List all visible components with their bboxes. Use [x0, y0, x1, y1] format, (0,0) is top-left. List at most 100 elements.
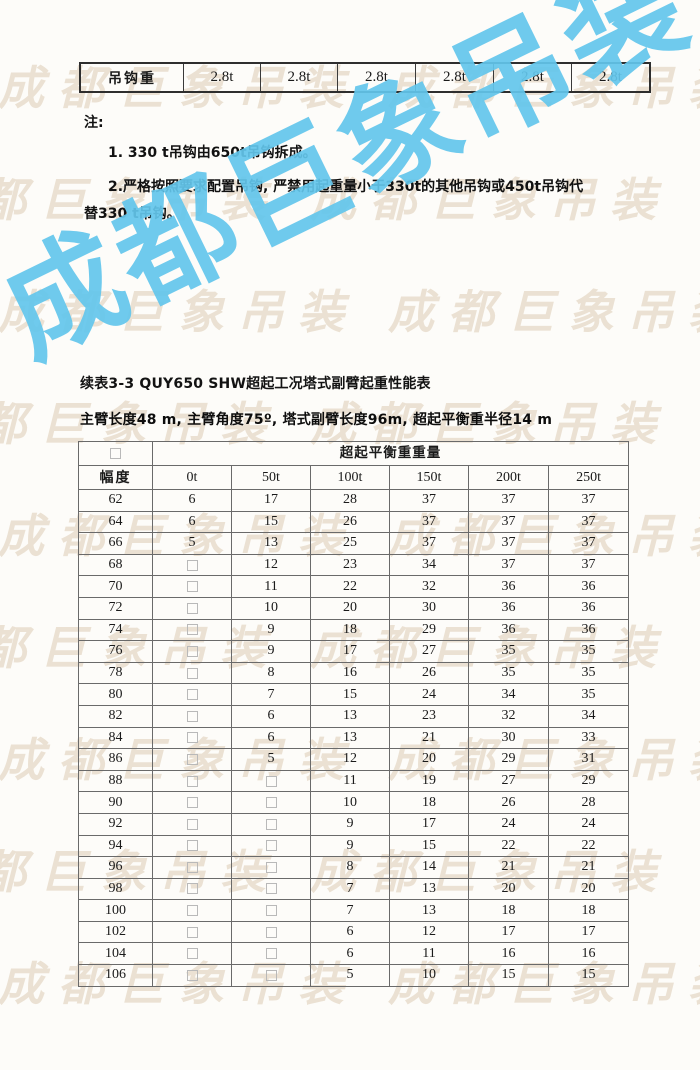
cell-capacity-0t: 5 [152, 532, 232, 555]
cell-capacity-200t: 34 [468, 683, 549, 706]
empty-box-icon [186, 710, 198, 722]
table-row: 64 6 15 26 37 37 37 [78, 510, 630, 534]
cell-capacity-100t: 28 [310, 489, 390, 512]
page-title: 续表3-3 QUY650 SHW超起工况塔式副臂起重性能表 [80, 376, 431, 392]
cell-capacity-250t: 15 [547, 964, 630, 987]
table-row: 94 9 15 22 22 [78, 834, 630, 858]
empty-box-icon [186, 818, 198, 830]
cell-capacity-200t: 37 [468, 532, 549, 555]
cell-capacity-0t [152, 812, 232, 836]
cell-capacity-250t: 37 [547, 489, 630, 512]
table-row: 82 6 13 23 32 34 [78, 704, 630, 728]
cell-capacity-50t: 15 [231, 510, 311, 534]
empty-box-icon [186, 559, 198, 571]
cell-capacity-50t: 8 [231, 661, 311, 685]
cell-capacity-50t: 7 [231, 683, 311, 706]
cell-radius: 96 [78, 856, 153, 879]
cell-capacity-0t [152, 899, 232, 922]
cell-capacity-200t: 36 [468, 596, 549, 620]
cell-capacity-150t: 10 [389, 964, 469, 987]
cell-capacity-100t: 20 [310, 596, 390, 620]
empty-box-icon [186, 667, 198, 679]
cell-capacity-0t [152, 640, 232, 663]
cell-capacity-50t: 11 [231, 575, 311, 598]
cell-capacity-50t [231, 899, 311, 922]
empty-box-icon [186, 645, 198, 657]
cell-capacity-0t [152, 920, 232, 944]
cell-capacity-200t: 24 [468, 812, 549, 836]
cell-capacity-50t [231, 964, 311, 987]
cell-capacity-50t: 9 [231, 640, 311, 663]
cell-capacity-100t: 25 [310, 532, 390, 555]
cell-capacity-150t: 24 [389, 683, 469, 706]
cell-capacity-200t: 37 [468, 489, 549, 512]
hook-weight-table-body: 吊钩重 2.8t 2.8t 2.8t 2.8t 2.8t 2.8t [79, 62, 651, 93]
hook-weight-value: 2.8t [337, 62, 416, 93]
cell-capacity-150t: 34 [389, 553, 469, 577]
cell-capacity-50t: 12 [231, 553, 311, 577]
table-row: 104 6 11 16 16 [78, 942, 630, 966]
empty-box-icon [186, 905, 198, 917]
load-chart-table: 超起平衡重重量 幅度 0t 50t 100t 150t 200t 250t 62… [78, 441, 630, 987]
cell-capacity-100t: 16 [310, 661, 390, 685]
cell-capacity-200t: 36 [468, 575, 549, 598]
cell-capacity-150t: 12 [389, 920, 469, 944]
hook-weight-value: 2.8t [571, 62, 651, 93]
hook-weight-value: 2.8t [415, 62, 494, 93]
cell-capacity-200t: 17 [468, 920, 549, 944]
cell-capacity-0t [152, 748, 232, 771]
cell-capacity-100t: 7 [310, 899, 390, 922]
column-header-50t: 50t [231, 465, 311, 490]
empty-box-icon [265, 969, 277, 981]
empty-box-icon [110, 447, 121, 459]
column-header-100t: 100t [310, 465, 390, 490]
cell-capacity-100t: 10 [310, 791, 390, 814]
empty-box-icon [186, 948, 198, 960]
cell-capacity-150t: 17 [389, 812, 469, 836]
cell-capacity-150t: 13 [389, 899, 469, 922]
cell-capacity-250t: 36 [547, 618, 630, 642]
cell-capacity-250t: 29 [547, 769, 630, 793]
cell-radius: 84 [78, 726, 153, 750]
cell-capacity-50t: 10 [231, 596, 311, 620]
cell-capacity-0t [152, 596, 232, 620]
cell-capacity-250t: 35 [547, 661, 630, 685]
table-row: 78 8 16 26 35 35 [78, 661, 630, 685]
column-header-radius: 幅度 [78, 465, 153, 490]
cell-capacity-200t: 26 [468, 791, 549, 814]
empty-box-icon [186, 797, 198, 809]
cell-radius: 74 [78, 618, 153, 642]
watermark-row: 成都巨象吊装 成都巨象吊装 成都巨象吊装 成都巨象吊装 成都巨象吊装 成都巨象吊… [0, 285, 700, 339]
cell-capacity-50t [231, 942, 311, 966]
cell-capacity-200t: 37 [468, 553, 549, 577]
cell-capacity-150t: 30 [389, 596, 469, 620]
cell-radius: 78 [78, 661, 153, 685]
cell-capacity-50t [231, 812, 311, 836]
cell-capacity-200t: 37 [468, 510, 549, 534]
cell-capacity-50t [231, 769, 311, 793]
cell-capacity-100t: 17 [310, 640, 390, 663]
cell-capacity-0t [152, 575, 232, 598]
cell-capacity-200t: 36 [468, 618, 549, 642]
cell-capacity-150t: 20 [389, 748, 469, 771]
empty-box-icon [186, 581, 198, 593]
table-row: 98 7 13 20 20 [78, 877, 630, 901]
cell-capacity-150t: 29 [389, 618, 469, 642]
cell-capacity-250t: 35 [547, 640, 630, 663]
cell-capacity-250t: 36 [547, 575, 630, 598]
notes-block: 注: 1. 330 t吊钩由650t吊钩拆成。 2.严格按照要求配置吊钩, 严禁… [84, 112, 632, 238]
cell-radius: 68 [78, 553, 153, 577]
empty-box-icon [265, 797, 277, 809]
table-row: 86 5 12 20 29 31 [78, 748, 630, 771]
cell-capacity-250t: 31 [547, 748, 630, 771]
configuration-spec-line: 主臂长度48 m, 主臂角度75º, 塔式副臂长度96m, 超起平衡重半径14 … [80, 412, 553, 428]
cell-capacity-200t: 21 [468, 856, 549, 879]
cell-capacity-50t: 6 [231, 704, 311, 728]
cell-capacity-0t [152, 726, 232, 750]
cell-capacity-50t: 13 [231, 532, 311, 555]
note-item-1: 1. 330 t吊钩由650t吊钩拆成。 [108, 145, 317, 161]
cell-capacity-50t [231, 920, 311, 944]
cell-capacity-200t: 16 [468, 942, 549, 966]
cell-capacity-100t: 6 [310, 920, 390, 944]
table-row: 吊钩重 2.8t 2.8t 2.8t 2.8t 2.8t 2.8t [79, 62, 651, 93]
